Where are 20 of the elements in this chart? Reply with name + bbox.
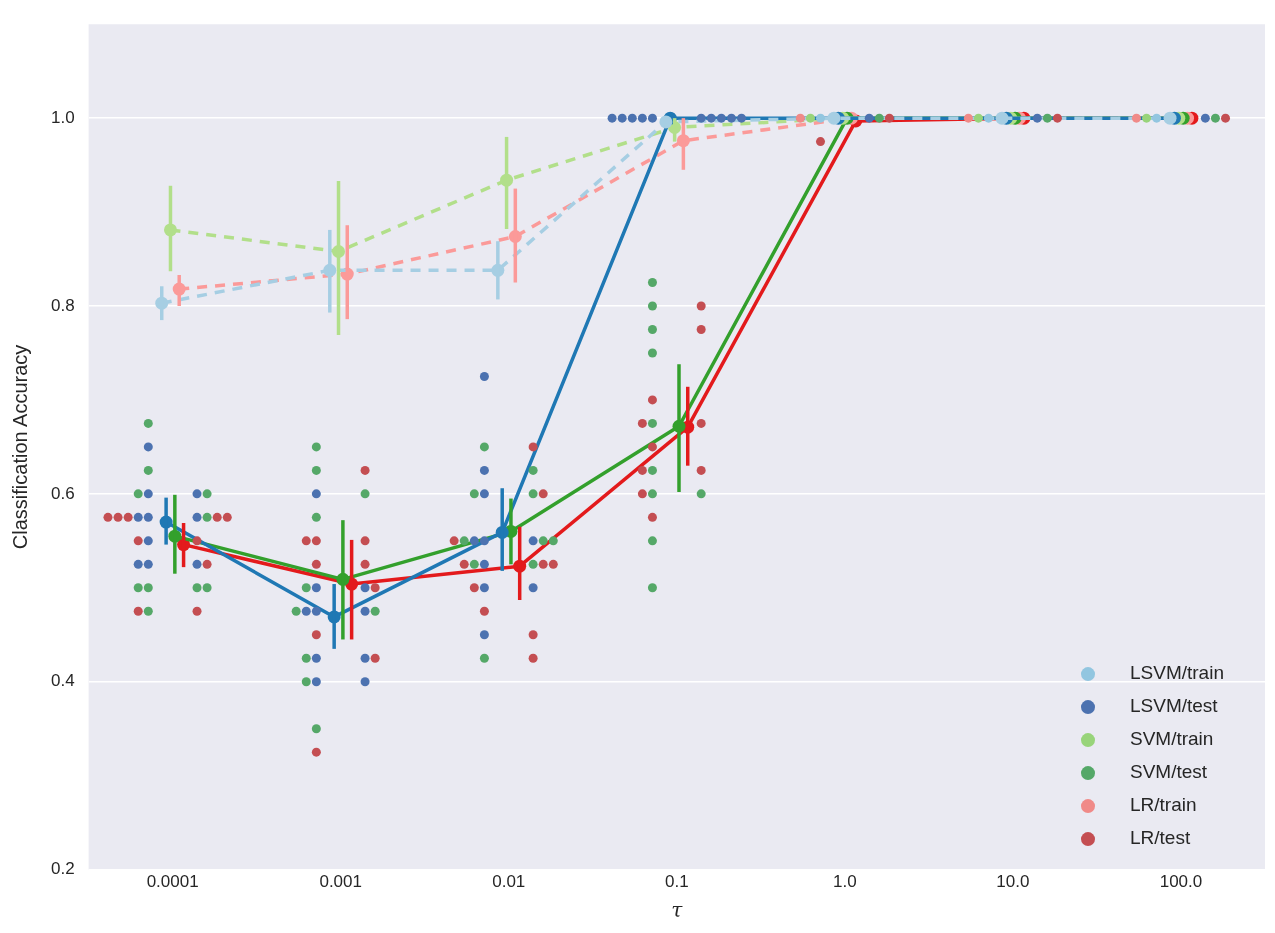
legend-label: LSVM/test bbox=[1130, 695, 1219, 717]
legend-label: LSVM/train bbox=[1130, 662, 1224, 684]
x-tick-label: 0.001 bbox=[319, 872, 362, 892]
legend-label: SVM/train bbox=[1130, 728, 1214, 750]
y-tick-label: 0.6 bbox=[50, 483, 75, 503]
y-tick-label: 0.4 bbox=[50, 671, 75, 691]
y-tick-label: 0.2 bbox=[50, 859, 75, 879]
x-tick-label: 0.01 bbox=[492, 872, 526, 892]
x-tick-label: 100.0 bbox=[1159, 872, 1203, 892]
legend-label: LR/test bbox=[1130, 827, 1191, 849]
legend-label: LR/train bbox=[1130, 794, 1197, 816]
y-tick-label: 1.0 bbox=[50, 107, 75, 127]
y-tick-label: 0.8 bbox=[50, 295, 75, 315]
x-axis-title: τ bbox=[671, 898, 684, 923]
x-tick-label: 0.0001 bbox=[146, 872, 199, 892]
x-tick-label: 1.0 bbox=[833, 872, 857, 892]
y-axis-title: Classification Accuracy bbox=[8, 344, 31, 550]
x-tick-label: 10.0 bbox=[996, 872, 1030, 892]
legend-label: SVM/test bbox=[1130, 761, 1208, 783]
x-tick-label: 0.1 bbox=[665, 872, 689, 892]
